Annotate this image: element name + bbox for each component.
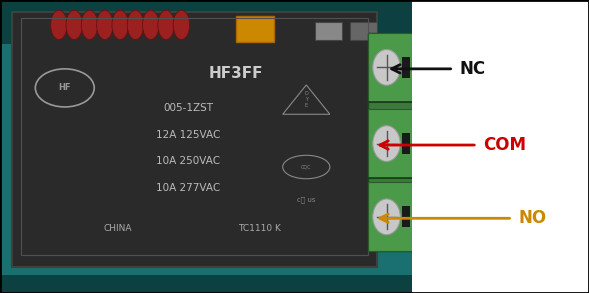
Bar xyxy=(0,0,412,293)
Bar xyxy=(236,16,274,42)
Bar xyxy=(402,57,411,78)
Ellipse shape xyxy=(373,126,401,161)
Ellipse shape xyxy=(373,50,401,85)
Ellipse shape xyxy=(81,10,98,40)
Bar xyxy=(368,33,427,251)
Bar xyxy=(350,22,377,40)
Text: CHINA: CHINA xyxy=(104,224,132,233)
Ellipse shape xyxy=(97,10,113,40)
Text: HF: HF xyxy=(58,84,71,92)
Bar xyxy=(0,0,412,44)
Text: CQC: CQC xyxy=(301,164,312,170)
Bar xyxy=(0,275,412,293)
Ellipse shape xyxy=(173,10,190,40)
Text: HF3FF: HF3FF xyxy=(209,66,263,81)
Text: 12A 125VAC: 12A 125VAC xyxy=(156,130,221,140)
Bar xyxy=(368,109,427,178)
Ellipse shape xyxy=(66,10,82,40)
Text: D
Y
E: D Y E xyxy=(305,91,308,108)
Text: 005-1ZST: 005-1ZST xyxy=(164,103,213,113)
Ellipse shape xyxy=(143,10,159,40)
Bar xyxy=(315,22,342,40)
Text: NC: NC xyxy=(459,60,485,78)
Bar xyxy=(368,182,427,251)
Bar xyxy=(402,207,411,227)
Ellipse shape xyxy=(112,10,128,40)
Ellipse shape xyxy=(51,10,67,40)
Text: 10A 277VAC: 10A 277VAC xyxy=(156,183,221,193)
Text: COM: COM xyxy=(483,136,526,154)
Bar xyxy=(21,18,368,255)
Text: 10A 250VAC: 10A 250VAC xyxy=(157,156,220,166)
Ellipse shape xyxy=(158,10,174,40)
Bar xyxy=(12,12,377,267)
Text: cⒶ us: cⒶ us xyxy=(297,196,316,202)
Text: TC1110 K: TC1110 K xyxy=(238,224,280,233)
Bar xyxy=(368,33,427,102)
Ellipse shape xyxy=(373,199,401,235)
Text: NO: NO xyxy=(518,209,547,227)
Bar xyxy=(412,0,589,293)
Ellipse shape xyxy=(127,10,144,40)
Bar xyxy=(402,133,411,154)
